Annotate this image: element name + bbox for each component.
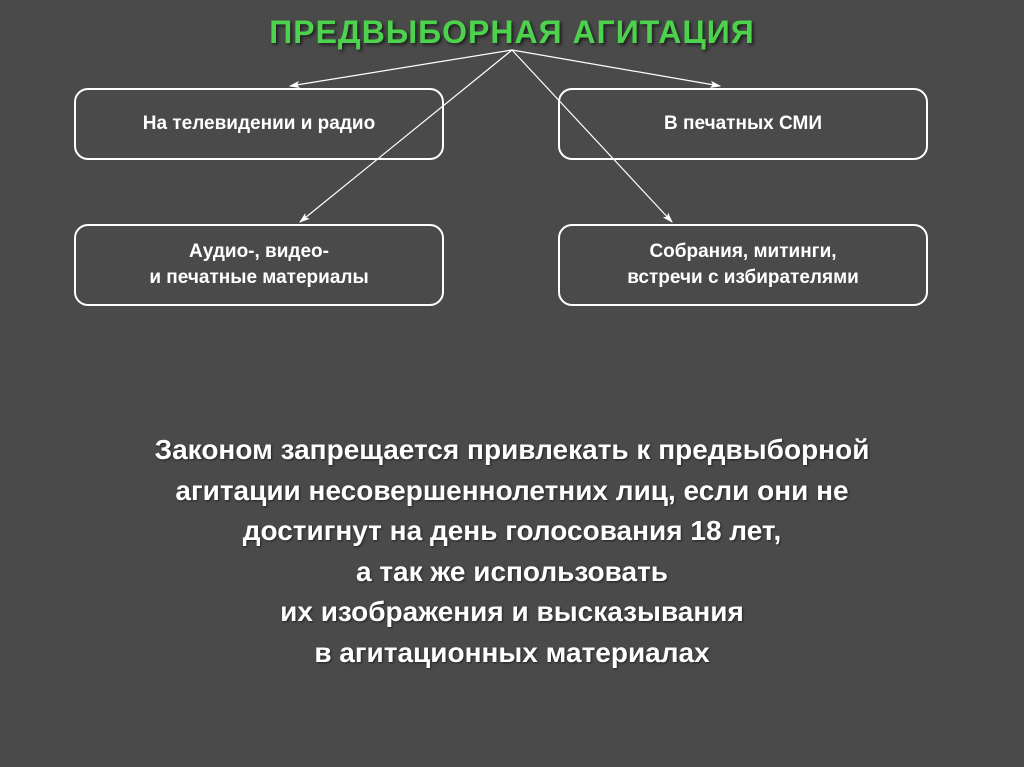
slide-title: ПРЕДВЫБОРНАЯ АГИТАЦИЯ — [0, 0, 1024, 51]
bottom-paragraph: Законом запрещается привлекать к предвыб… — [0, 430, 1024, 674]
box-meetings: Собрания, митинги,встречи с избирателями — [558, 224, 928, 306]
box-tv-radio: На телевидении и радио — [74, 88, 444, 160]
box-print-media: В печатных СМИ — [558, 88, 928, 160]
box-audio-video: Аудио-, видео-и печатные материалы — [74, 224, 444, 306]
